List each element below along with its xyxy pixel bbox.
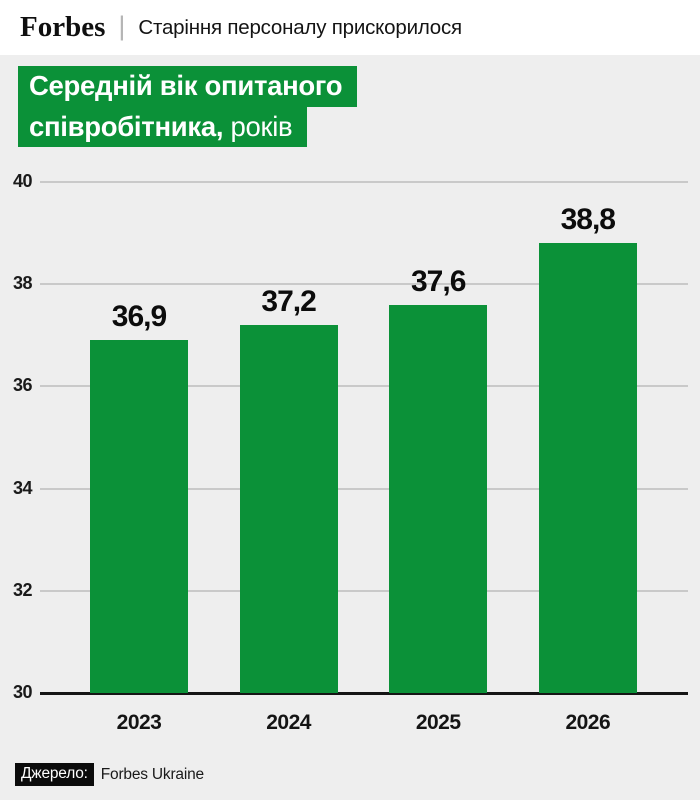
gridline xyxy=(40,589,688,592)
chart-title-line-1: Середній вік опитаного xyxy=(18,66,358,107)
chart-title: Середній вік опитаного співробітника, ро… xyxy=(18,66,358,147)
x-tick-label: 2025 xyxy=(415,711,461,734)
x-tick-label: 2023 xyxy=(116,711,162,734)
chart: 40 38 36 34 32 30 36,9 2023 37,2 2024 37,6 2025 38,8… xyxy=(0,160,700,760)
y-tick-label: 32 xyxy=(13,579,33,600)
chart-title-line2-units: років xyxy=(223,110,293,142)
forbes-logo: Forbes xyxy=(20,11,106,43)
gridline xyxy=(40,283,688,286)
x-tick-label: 2026 xyxy=(565,711,611,734)
source-label-badge: Джерело: xyxy=(15,763,94,786)
bar-value-label: 36,9 xyxy=(111,300,167,334)
chart-title-line-2: співробітника, років xyxy=(18,106,308,147)
bar-2024 xyxy=(239,325,338,693)
x-axis-baseline xyxy=(40,692,688,695)
header-bar: Forbes | Старіння персоналу прискорилося xyxy=(0,0,700,55)
bar-value-label: 37,2 xyxy=(261,285,316,319)
bar-value-label: 37,6 xyxy=(410,264,466,298)
x-tick-label: 2024 xyxy=(266,711,311,734)
header-divider: | xyxy=(118,11,126,41)
gridline xyxy=(40,487,688,490)
header-tagline: Старіння персоналу прискорилося xyxy=(138,15,462,39)
chart-title-line2-bold: співробітника, xyxy=(29,110,224,142)
source-line: Джерело: Forbes Ukraine xyxy=(15,763,204,786)
y-tick-label: 30 xyxy=(13,682,33,702)
bar-value-label: 38,8 xyxy=(560,203,616,237)
gridline xyxy=(40,385,688,388)
bar-2023 xyxy=(90,340,188,693)
y-tick-label: 40 xyxy=(13,171,33,191)
bar-2025 xyxy=(389,304,488,693)
source-value: Forbes Ukraine xyxy=(100,765,204,783)
y-tick-label: 38 xyxy=(13,273,33,294)
y-tick-label: 36 xyxy=(13,375,33,396)
gridline xyxy=(40,181,688,183)
y-tick-label: 34 xyxy=(13,477,33,498)
bar-2026 xyxy=(538,243,637,693)
